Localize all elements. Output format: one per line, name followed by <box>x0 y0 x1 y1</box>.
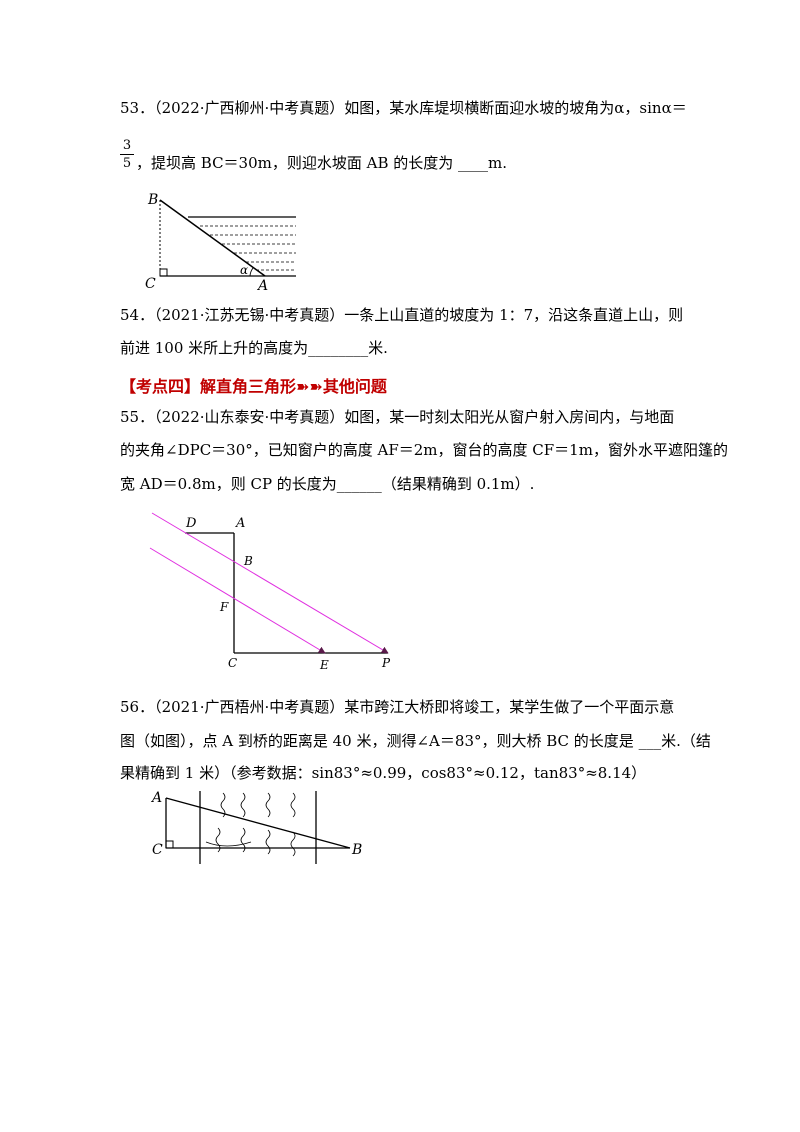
q55-label-B: B <box>243 554 253 568</box>
q56-line3: 果精确到 1 米）（参考数据：sin83°≈0.99，cos83°≈0.12，t… <box>120 764 647 782</box>
q56-line2: 图（如图），点 A 到桥的距离是 40 米，测得∠A＝83°，则大桥 BC 的长… <box>120 732 711 750</box>
q53-label-B: B <box>147 192 158 208</box>
q56-label-C: C <box>152 842 163 858</box>
q55-label-D: D <box>185 516 197 531</box>
q53-line1: 53．（2022·广西柳州·中考真题）如图，某水库堤坝横断面迎水坡的坡角为α，s… <box>120 99 687 117</box>
q53-label-A: A <box>256 278 268 294</box>
q56-bridge-figure: A C B <box>150 790 362 864</box>
q54-line2: 前进 100 米所上升的高度为________米. <box>120 339 388 357</box>
q55-label-F: F <box>219 600 229 614</box>
q55-label-E: E <box>319 658 329 672</box>
q53-dam-figure: B C A α <box>145 192 296 294</box>
section-heading: 【考点四】解直角三角形➽➽其他问题 <box>120 377 387 396</box>
q55-line3: 宽 AD＝0.8m，则 CP 的长度为______（结果精确到 0.1m）. <box>120 475 535 493</box>
q56-label-B: B <box>351 842 362 858</box>
q55-line2: 的夹角∠DPC＝30°，已知窗户的高度 AF＝2m，窗台的高度 CF＝1m，窗外… <box>120 441 728 459</box>
q53-frac-numerator: 3 <box>122 138 132 153</box>
q55-label-P: P <box>381 656 391 670</box>
q53-label-alpha: α <box>240 263 248 277</box>
q56-line1: 56．（2021·广西梧州·中考真题）某市跨江大桥即将竣工，某学生做了一个平面示… <box>120 698 675 716</box>
q53-fraction: 3 5 <box>120 138 134 171</box>
q55-label-C: C <box>228 656 237 670</box>
q54-line1: 54．（2021·江苏无锡·中考真题）一条上山直道的坡度为 1：7，沿这条直道上… <box>120 306 684 324</box>
q53-label-C: C <box>145 276 156 292</box>
q55-line1: 55．（2022·山东泰安·中考真题）如图，某一时刻太阳光从窗户射入房间内，与地… <box>120 408 675 426</box>
q55-label-A: A <box>235 516 245 531</box>
q53-frac-denominator: 5 <box>122 156 132 171</box>
q55-window-figure: D A B F C E P <box>149 512 391 672</box>
q56-label-A: A <box>150 790 162 806</box>
q53-line2: ，提坝高 BC＝30m，则迎水坡面 AB 的长度为 ____m. <box>136 154 508 172</box>
